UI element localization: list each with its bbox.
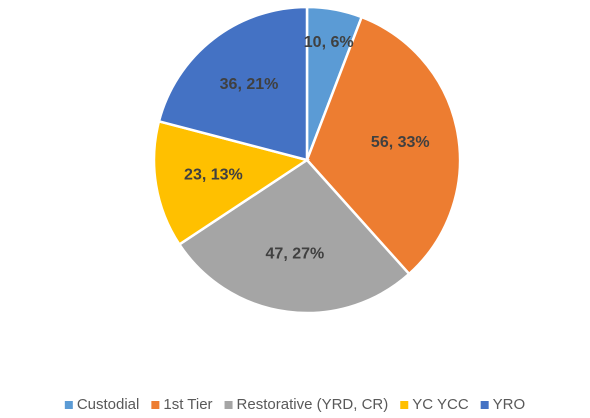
data-label: 47, 27% xyxy=(266,245,325,262)
legend-label: 1st Tier xyxy=(163,396,212,413)
pie-slice xyxy=(305,15,462,276)
legend-label: Custodial xyxy=(77,396,140,413)
data-label: 23, 13% xyxy=(184,167,243,184)
data-label: 10, 6% xyxy=(304,34,354,51)
legend-swatch xyxy=(400,401,409,409)
legend: Custodial 1st Tier Restorative (YRD, CR) YC… xyxy=(64,396,526,413)
pie-slice xyxy=(157,5,309,162)
legend-swatch xyxy=(151,401,160,409)
legend-label: YC YCC xyxy=(412,396,469,413)
data-label: 36, 21% xyxy=(220,76,279,93)
legend-swatch xyxy=(480,401,489,409)
legend-label: Restorative (YRD, CR) xyxy=(237,396,389,413)
data-label: 56, 33% xyxy=(371,134,430,151)
legend-swatch xyxy=(64,401,73,409)
legend-label: YRO xyxy=(493,396,526,413)
pie-slice xyxy=(152,119,311,247)
legend-swatch xyxy=(224,401,233,409)
pie-slice xyxy=(177,158,411,315)
